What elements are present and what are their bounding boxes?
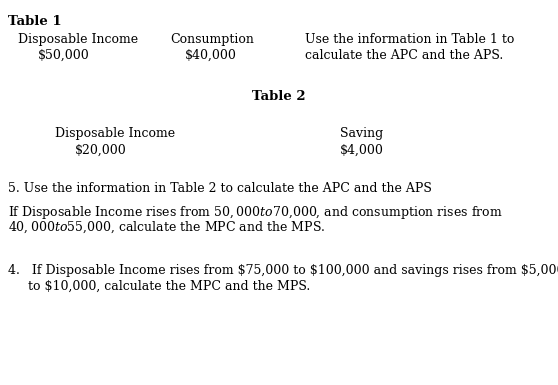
Text: $20,000: $20,000 [75,144,127,157]
Text: $40,000 to $55,000, calculate the MPC and the MPS.: $40,000 to $55,000, calculate the MPC an… [8,220,325,236]
Text: $40,000: $40,000 [185,49,237,62]
Text: If Disposable Income rises from $50,000 to $70,000, and consumption rises from: If Disposable Income rises from $50,000 … [8,204,503,221]
Text: Table 1: Table 1 [8,15,61,28]
Text: 5. Use the information in Table 2 to calculate the APC and the APS: 5. Use the information in Table 2 to cal… [8,182,432,195]
Text: Disposable Income: Disposable Income [18,33,138,46]
Text: $50,000: $50,000 [38,49,90,62]
Text: $4,000: $4,000 [340,144,384,157]
Text: Saving: Saving [340,127,383,140]
Text: Disposable Income: Disposable Income [55,127,175,140]
Text: to $10,000, calculate the MPC and the MPS.: to $10,000, calculate the MPC and the MP… [28,280,310,293]
Text: 4.   If Disposable Income rises from $75,000 to $100,000 and savings rises from : 4. If Disposable Income rises from $75,0… [8,264,558,277]
Text: Use the information in Table 1 to: Use the information in Table 1 to [305,33,514,46]
Text: Consumption: Consumption [170,33,254,46]
Text: Table 2: Table 2 [252,90,306,103]
Text: calculate the APC and the APS.: calculate the APC and the APS. [305,49,503,62]
